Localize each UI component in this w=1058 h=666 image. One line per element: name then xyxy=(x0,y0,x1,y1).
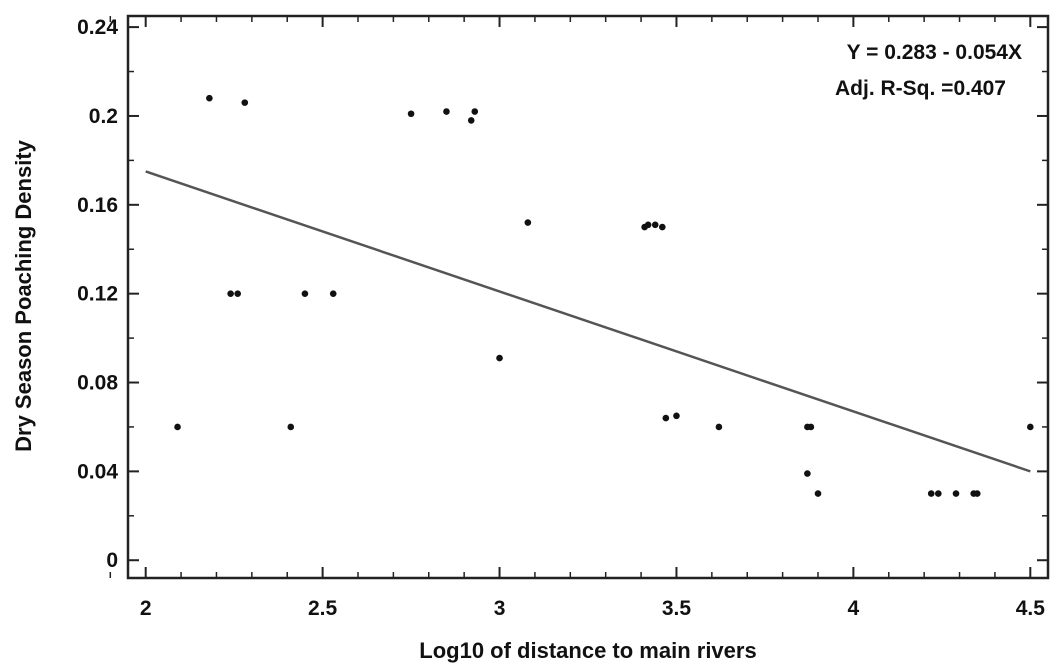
data-point xyxy=(471,108,479,115)
data-point xyxy=(651,221,659,229)
y-tick-label: 0.24 xyxy=(77,16,118,39)
data-point xyxy=(443,108,450,115)
data-point xyxy=(935,490,942,497)
data-point xyxy=(524,219,532,226)
data-point xyxy=(467,117,475,124)
regression-line xyxy=(145,170,1031,473)
y-tick-label: 0.16 xyxy=(77,194,118,217)
data-point xyxy=(301,290,309,297)
x-axis-title: Log10 of distance to main rivers xyxy=(419,638,756,663)
data-point xyxy=(227,290,234,297)
data-point xyxy=(496,354,503,362)
data-point xyxy=(287,423,295,431)
y-tick-label: 0.2 xyxy=(89,105,118,128)
data-point xyxy=(715,423,723,431)
y-tick-label: 0.04 xyxy=(77,460,118,483)
x-axis: 2 2.5 3 3.5 4 4.5 xyxy=(109,16,1046,620)
data-point xyxy=(329,290,337,297)
data-point xyxy=(206,94,213,102)
y-tick-label: 0 xyxy=(106,549,118,572)
x-tick-label: 2.5 xyxy=(308,597,338,620)
y-tick-label: 0.12 xyxy=(77,283,118,306)
y-axis-title: Dry Season Poaching Density xyxy=(11,139,36,452)
y-axis: 0 0.04 0.08 0.12 0.16 0.2 0.24 xyxy=(77,16,1048,572)
y-tick-label: 0.08 xyxy=(77,372,118,395)
data-points xyxy=(174,94,1034,497)
data-point xyxy=(662,414,670,422)
x-tick-label: 2 xyxy=(140,597,152,620)
data-point xyxy=(241,99,249,106)
r-squared-label: Adj. R-Sq. =0.407 xyxy=(835,77,1006,100)
x-tick-label: 4.5 xyxy=(1016,597,1046,620)
x-tick-label: 3 xyxy=(494,597,506,620)
data-point xyxy=(174,423,181,431)
data-point xyxy=(644,221,652,229)
data-point xyxy=(234,290,241,297)
data-point xyxy=(973,490,981,497)
data-point xyxy=(1027,423,1034,431)
data-point xyxy=(807,423,815,431)
data-point xyxy=(407,110,415,118)
regression-equation: Y = 0.283 - 0.054X xyxy=(847,41,1022,64)
plot-frame xyxy=(126,14,1050,580)
data-point xyxy=(673,412,680,420)
x-tick-label: 3.5 xyxy=(662,597,692,620)
data-point xyxy=(952,490,960,497)
data-point xyxy=(814,490,822,497)
data-point xyxy=(927,490,935,497)
data-point xyxy=(804,470,811,477)
x-tick-label: 4 xyxy=(848,597,860,620)
data-point xyxy=(659,223,666,231)
